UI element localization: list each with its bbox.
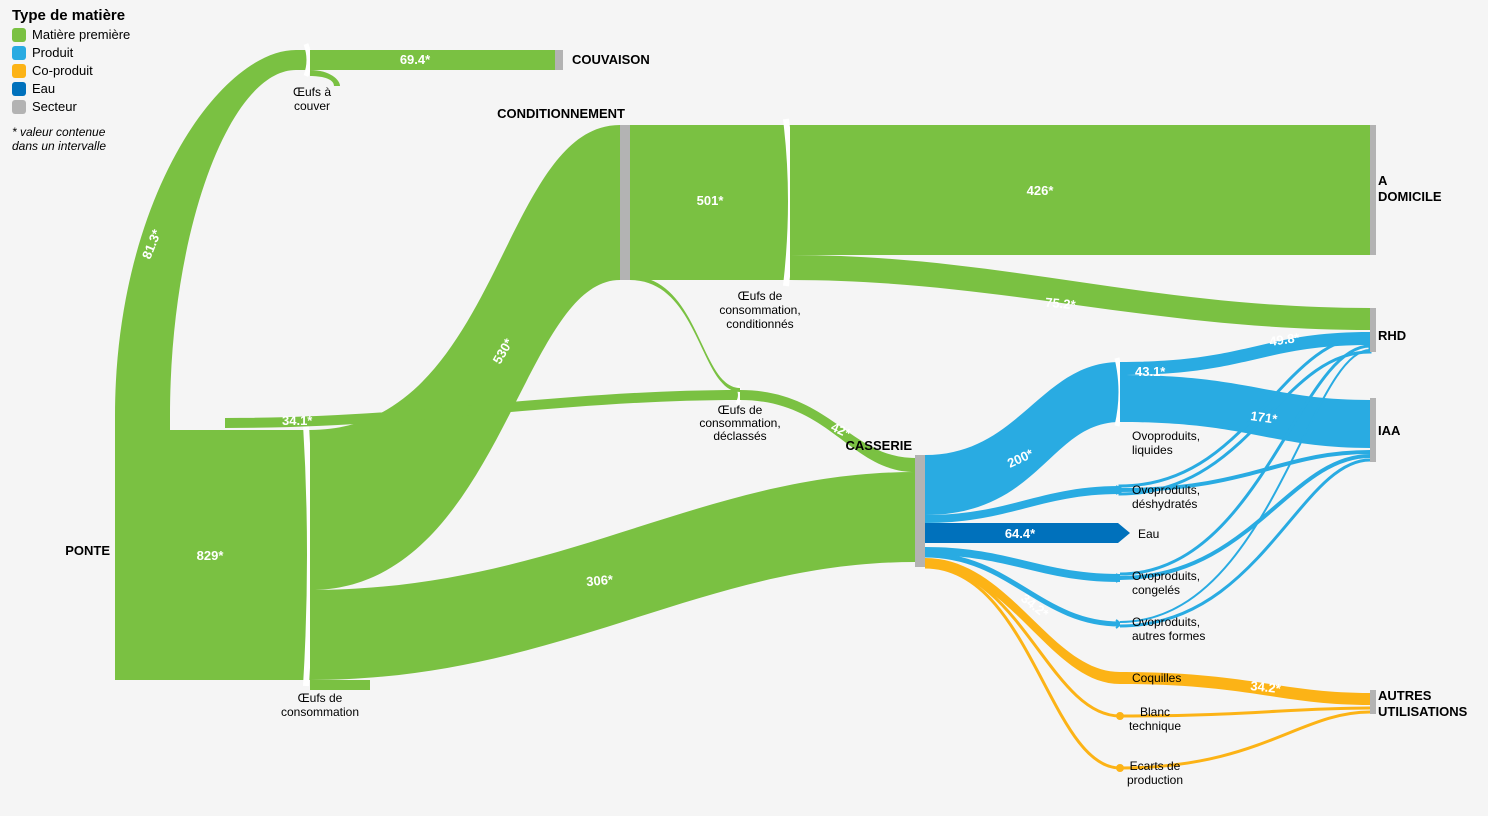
legend-label-coproduit: Co-produit: [32, 63, 93, 78]
legend-item-eau: Eau: [12, 81, 55, 96]
stage-autres-1: AUTRES: [1378, 688, 1432, 703]
secteur-conditionnement: [620, 125, 630, 280]
val-ponte-conso: 829*: [197, 548, 225, 563]
sankey-diagram: Type de matière Matière première Produit…: [0, 0, 1488, 816]
val-conso-decl: 34.1*: [282, 413, 313, 428]
secteur-iaa: [1370, 398, 1376, 462]
node-eau: Eau: [1138, 527, 1159, 541]
flow-pack-rhd: [790, 255, 1370, 330]
ovo-brackets: [1116, 486, 1119, 628]
coproduit-dots: [1117, 713, 1123, 771]
flow-ponte-couver: [115, 50, 296, 430]
node-decl-2: consommation,: [699, 416, 780, 430]
legend-swatch-secteur: [12, 100, 26, 114]
stage-domicile-2: DOMICILE: [1378, 189, 1442, 204]
node-liq-2: liquides: [1132, 443, 1173, 457]
legend-swatch-coproduit: [12, 64, 26, 78]
node-cond-3: conditionnés: [726, 317, 793, 331]
legend-note-1: * valeur contenue: [12, 125, 106, 139]
node-ecarts-2: production: [1127, 773, 1183, 787]
stage-domicile-1: A: [1378, 173, 1388, 188]
node-conso-1: Œufs de: [298, 691, 343, 705]
node-liq-1: Ovoproduits,: [1132, 429, 1200, 443]
node-cong-2: congelés: [1132, 583, 1180, 597]
legend-swatch-eau: [12, 82, 26, 96]
node-cond-2: consommation,: [719, 303, 800, 317]
stage-ponte: PONTE: [65, 543, 110, 558]
secteur-couvaison: [555, 50, 563, 70]
legend-item-secteur: Secteur: [12, 99, 77, 114]
node-autresf-2: autres formes: [1132, 629, 1205, 643]
node-blanc-2: technique: [1129, 719, 1181, 733]
hook-conso: [310, 680, 370, 690]
node-decl-1: Œufs de: [718, 403, 763, 417]
node-conso-2: consommation: [281, 705, 359, 719]
secteur-autres: [1370, 690, 1376, 714]
node-cong-1: Ovoproduits,: [1132, 569, 1200, 583]
node-ecarts-1: Ecarts de: [1130, 759, 1181, 773]
stage-casserie: CASSERIE: [846, 438, 913, 453]
node-couver-2: couver: [294, 99, 330, 113]
val-pack-domicile: 426*: [1027, 183, 1055, 198]
node-cond-1: Œufs de: [738, 289, 783, 303]
flow-couver-couvaison: [310, 50, 555, 70]
node-des-1: Ovoproduits,: [1132, 483, 1200, 497]
legend-swatch-matiere: [12, 28, 26, 42]
node-autresf-1: Ovoproduits,: [1132, 615, 1200, 629]
legend-item-coproduit: Co-produit: [12, 63, 93, 78]
legend-label-secteur: Secteur: [32, 99, 77, 114]
val-conso-cass: 306*: [586, 572, 615, 589]
secteur-rhd: [1370, 308, 1376, 352]
node-des-2: déshydratés: [1132, 497, 1197, 511]
node-decl-3: déclassés: [713, 429, 766, 443]
legend-item-produit: Produit: [12, 45, 74, 60]
stage-autres-2: UTILISATIONS: [1378, 704, 1468, 719]
val-cond-pack: 501*: [697, 193, 725, 208]
stage-couvaison: COUVAISON: [572, 52, 650, 67]
val-pack-rhd: 75.2*: [1045, 295, 1077, 313]
stage-rhd: RHD: [1378, 328, 1406, 343]
legend-swatch-produit: [12, 46, 26, 60]
legend-item-matiere: Matière première: [12, 27, 130, 42]
hook-couver: [310, 70, 340, 86]
legend-label-produit: Produit: [32, 45, 74, 60]
node-coquilles: Coquilles: [1132, 671, 1181, 685]
val-couver-end: 69.4*: [400, 52, 431, 67]
legend: Type de matière Matière première Produit…: [12, 7, 130, 153]
node-couver-1: Œufs à: [293, 85, 331, 99]
flow-conso-cond: [310, 125, 620, 590]
flow-pack-domicile: [790, 125, 1370, 255]
val-eau: 64.4*: [1005, 526, 1036, 541]
flow-cond-declasses: [630, 276, 740, 392]
legend-title: Type de matière: [12, 7, 125, 24]
stage-conditionnement: CONDITIONNEMENT: [497, 106, 625, 121]
val-liq-rhd: 43.1*: [1135, 364, 1166, 379]
node-blanc-1: Blanc: [1140, 705, 1170, 719]
secteur-domicile: [1370, 125, 1376, 255]
legend-label-eau: Eau: [32, 81, 55, 96]
legend-label-matiere: Matière première: [32, 27, 130, 42]
secteur-casserie: [915, 455, 925, 567]
legend-note-2: dans un intervalle: [12, 139, 106, 153]
stage-iaa: IAA: [1378, 423, 1401, 438]
